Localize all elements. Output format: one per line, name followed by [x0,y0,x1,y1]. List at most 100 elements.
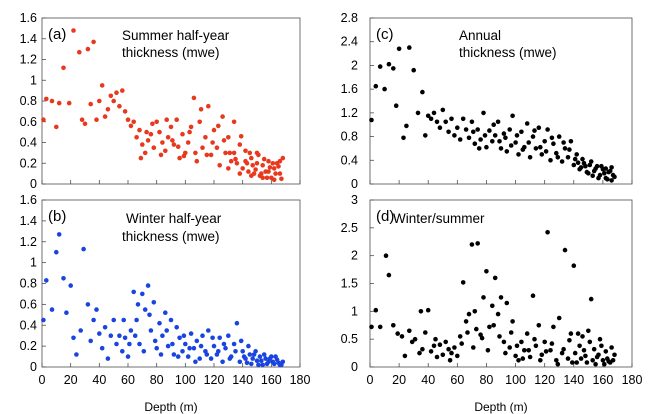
y-tick-label: 0 [351,177,358,191]
data-point [193,150,198,156]
data-point [125,354,131,359]
data-point [575,331,581,336]
data-point [584,169,590,175]
data-point [88,338,93,344]
data-point [393,103,399,108]
data-point [249,155,254,161]
data-point [377,324,383,330]
data-point [144,129,149,135]
data-point [501,131,507,136]
data-point [519,339,524,345]
data-point [249,361,254,367]
data-point [437,342,443,348]
data-point [428,116,434,122]
data-point [586,328,591,334]
data-point [257,354,263,359]
data-point [581,348,587,353]
data-point [44,278,49,283]
data-point [261,156,267,162]
data-point [277,171,283,176]
data-point [418,309,424,314]
data-point [85,46,91,52]
data-point [170,138,175,143]
data-point [386,272,392,278]
data-point [270,359,276,365]
data-point [41,317,46,323]
data-point [165,135,171,140]
data-point [200,145,205,150]
data-point [559,159,565,164]
data-point [226,135,231,140]
data-point [605,356,610,361]
data-point [578,165,584,170]
data-point [105,356,111,361]
data-point [238,134,244,139]
data-point [174,117,179,122]
data-point [440,352,446,358]
data-point [61,276,66,281]
panel-annotation: thickness (mwe) [122,229,220,244]
data-point [457,334,463,339]
data-point [475,127,481,132]
data-point [495,119,501,125]
data-point [183,341,188,347]
data-point [137,127,142,133]
data-point [250,163,255,168]
y-tick-label: 2 [351,58,358,72]
data-point [455,125,460,130]
panel-label-c: (c) [376,26,394,43]
data-point [208,152,214,158]
data-point [117,333,122,339]
data-point [259,171,264,176]
data-point [141,349,147,354]
data-point [280,155,286,161]
data-point [527,354,533,360]
data-point [271,177,277,183]
data-point [572,156,578,162]
data-point [548,158,553,163]
data-point [609,165,614,170]
data-point [472,309,478,314]
data-point [105,107,111,112]
data-point [490,303,495,309]
panel-c-chart: 0 0.4 0.8 1.2 1.6 2 2.4 2.8 (c) Annual thickness (… [341,11,633,191]
data-point [532,128,537,133]
data-point [256,362,261,368]
data-point [417,350,422,356]
data-point [415,110,421,116]
data-point [431,343,437,349]
data-point [554,358,559,363]
data-point [570,360,575,365]
data-point [520,147,526,152]
data-point [568,139,574,144]
panel-annotation: Winter half-year [126,211,222,226]
y-tick-label: 0.2 [20,339,37,353]
data-point [478,137,483,142]
panel-a-chart: 0 0.2 0.4 0.6 0.8 1 1.2 1.4 1.6 (a) Summer half-ye… [20,11,301,191]
y-tick-label: 0 [30,177,37,191]
x-tick-label: 120 [534,373,555,387]
data-point [596,175,601,181]
data-point [600,358,606,363]
data-point [561,346,566,352]
data-point [391,66,396,71]
data-point [187,345,192,351]
data-point [125,117,131,122]
data-point [520,356,526,361]
data-point [539,352,545,358]
data-point [237,142,243,147]
data-point [276,164,281,169]
data-point [533,343,539,349]
data-point [610,358,616,363]
data-point [373,307,379,313]
data-point [476,146,482,151]
data-point [122,109,128,114]
data-point [108,93,114,99]
data-point [132,333,138,339]
data-point [102,114,108,119]
y-tick-label: 0 [351,360,358,374]
data-point [94,117,99,122]
y-tick-label: 1.5 [341,277,358,291]
data-point [226,166,231,171]
data-point [206,328,211,333]
